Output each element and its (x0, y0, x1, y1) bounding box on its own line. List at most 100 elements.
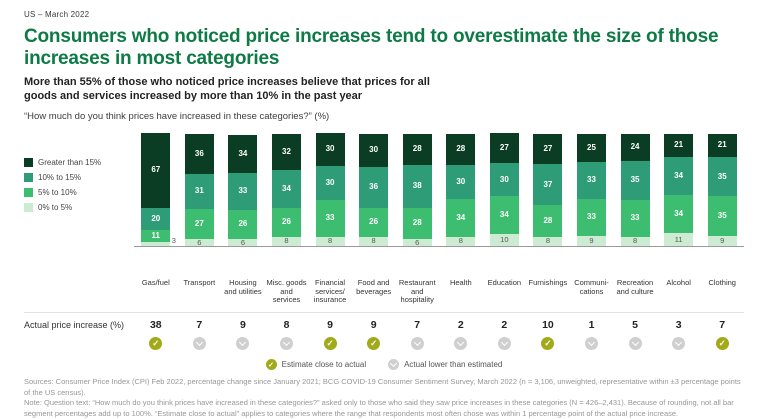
bar-segment: 28 (402, 207, 432, 239)
region-date-label: US – March 2022 (24, 10, 90, 19)
bar-segment: 37 (533, 163, 563, 206)
estimate-indicator (178, 331, 222, 351)
stacked-bar: 36 31 27 6 (184, 133, 214, 246)
stacked-bar: 34 33 26 6 (228, 134, 258, 246)
category-label: Clothing (708, 277, 736, 287)
category-label: Restaurant and hospitality (398, 277, 436, 305)
bar-column: 28 30 34 8 (439, 128, 483, 247)
chevron-down-icon (628, 337, 642, 351)
stacked-bar: 32 34 26 8 (271, 133, 301, 246)
check-icon: ✓ (715, 337, 729, 351)
bar-segment: 27 (184, 208, 214, 239)
legend-swatch (24, 172, 33, 182)
bar-segment: 36 (184, 133, 214, 174)
bar-segment: 6 (184, 238, 214, 246)
stacked-bar-chart: Greater than 15% 10% to 15% 5% to 10% 0% to… (24, 128, 744, 351)
category-label: Transport (183, 277, 216, 287)
actual-price-value: 1 (569, 312, 614, 331)
bar-segment: 20 (141, 207, 171, 230)
estimate-legend: ✓ Estimate close to actual Actual lower … (24, 359, 744, 371)
bar-segment: 30 (489, 162, 519, 197)
check-icon: ✓ (265, 359, 277, 371)
estimate-close-legend-item: ✓ Estimate close to actual (265, 359, 367, 371)
actual-price-value: 38 (134, 312, 178, 331)
bar-column: 28 38 28 6 (395, 128, 439, 247)
bar-column: 30 30 33 8 (308, 128, 352, 247)
legend-label: 5% to 10% (38, 187, 77, 197)
bar-segment: 33 (315, 199, 345, 237)
category-label: Food and beverages (356, 277, 392, 296)
legend-item: 5% to 10% (24, 187, 134, 197)
chevron-down-icon (497, 337, 511, 351)
spacer (24, 276, 134, 313)
category-label: Gas/fuel (141, 277, 170, 287)
category-label: Health (449, 277, 472, 287)
chevron-glyph (675, 339, 683, 347)
bar-segment: 30 (315, 132, 345, 167)
stacked-bar: 25 33 33 9 (576, 133, 606, 246)
category-label: Financial services/ insurance (313, 277, 347, 305)
bar-segment: 6 (228, 238, 258, 246)
legend-swatch (24, 202, 33, 212)
estimate-close-label: Estimate close to actual (281, 360, 367, 370)
actual-price-value: 9 (221, 312, 265, 331)
bar-segment: 28 (446, 133, 476, 166)
bar-column: 25 33 33 9 (569, 128, 614, 247)
actual-price-value: 3 (656, 312, 701, 331)
bar-segment: 34 (446, 198, 476, 237)
subtitle: More than 55% of those who noticed price… (24, 76, 430, 103)
spacer (24, 331, 134, 350)
actual-price-value: 7 (177, 312, 222, 331)
bar-segment: 30 (446, 165, 476, 199)
bar-segment: 21 (707, 133, 737, 158)
chevron-glyph (587, 339, 596, 347)
category-label: Communi-cations (574, 277, 609, 296)
check-icon: ✓ (367, 337, 381, 351)
bar-segment: 34 (489, 196, 519, 235)
chevron-down-icon (192, 337, 206, 351)
bar-segment: 34 (664, 195, 694, 234)
bar-segment: 33 (576, 161, 606, 199)
estimate-indicator: ✓ (134, 331, 178, 351)
bar-segment: 34 (271, 169, 301, 208)
bar-segment: 8 (271, 236, 301, 246)
bar-segment: 27 (489, 132, 519, 163)
bar-segment: 30 (359, 133, 389, 168)
bar-segment (141, 242, 171, 246)
bar-segment: 8 (359, 236, 389, 246)
bar-segment: 38 (402, 165, 432, 208)
page-title: Consumers who noticed price increases te… (24, 26, 719, 70)
stacked-bar: 28 30 34 8 (446, 133, 476, 246)
bar-segment: 35 (707, 196, 737, 236)
bar-segment: 30 (315, 166, 345, 200)
chevron-glyph (282, 339, 291, 347)
bar-segment: 9 (576, 235, 606, 246)
bar-segment: 26 (359, 207, 389, 237)
bar-segment: 8 (446, 236, 476, 246)
bar-segment: 8 (620, 236, 650, 246)
check-icon: ✓ (541, 337, 555, 351)
stacked-bar: 24 35 33 8 (620, 133, 650, 246)
segment-value: 3 (171, 235, 176, 245)
bar-segment: 31 (184, 173, 214, 209)
bar-segment: 24 (620, 133, 650, 161)
bar-column: 3 67 20 11 (134, 128, 178, 247)
bar-segment: 33 (228, 172, 258, 210)
chevron-glyph (413, 339, 421, 347)
chevron-down-icon (236, 337, 250, 351)
bar-column: 36 31 27 6 (177, 128, 222, 247)
bar-segment: 11 (141, 229, 171, 243)
check-icon: ✓ (149, 337, 163, 351)
chevron-glyph (457, 339, 465, 347)
estimate-indicator: ✓ (308, 331, 352, 351)
bar-segment: 33 (620, 199, 650, 237)
footer-sources: Sources: Consumer Price Index (CPI) Feb … (24, 377, 741, 397)
stacked-bar: 30 36 26 8 (359, 133, 389, 246)
stacked-bar: 67 20 11 (141, 132, 171, 246)
bar-column: 24 35 33 8 (613, 128, 657, 247)
bar-segment: 35 (707, 157, 737, 197)
category-label: Education (487, 277, 522, 287)
estimate-indicator (265, 331, 309, 351)
legend-swatch (24, 187, 33, 197)
